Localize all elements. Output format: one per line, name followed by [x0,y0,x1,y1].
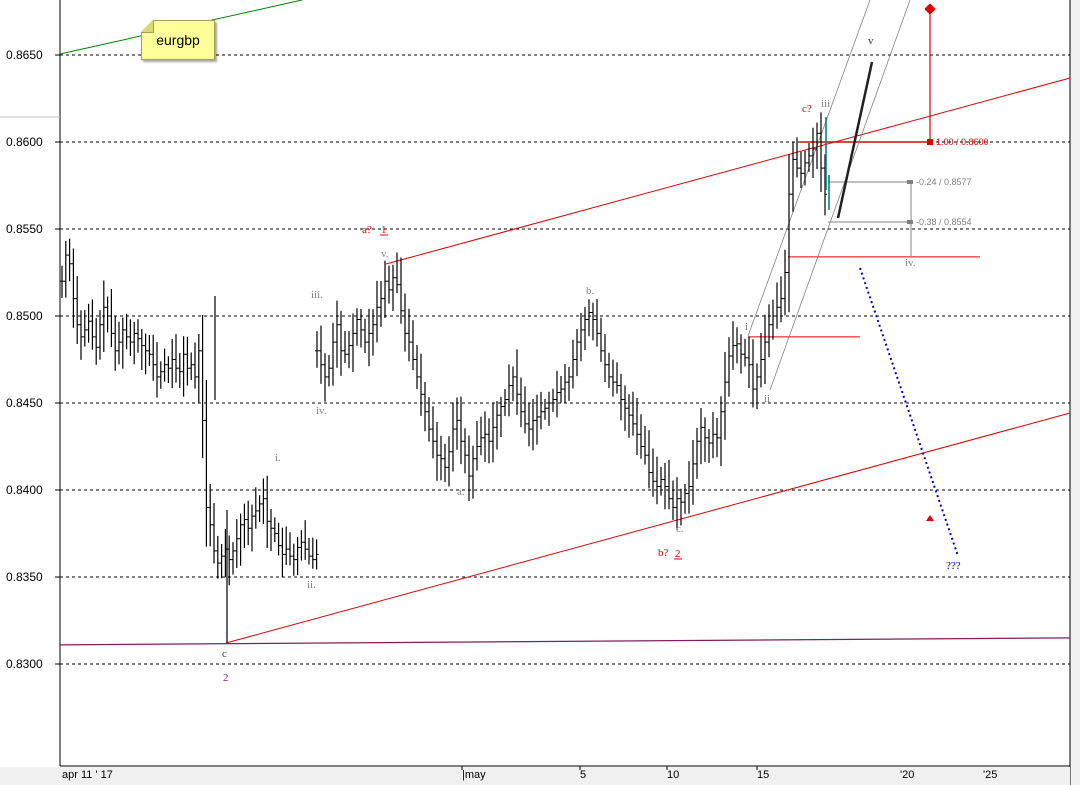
small-triangle-marker [926,515,934,521]
y-tick-label: 0.8600 [6,135,43,149]
wave-label-iv: iv. [316,405,327,417]
channel-upper-line [385,77,1071,265]
wave-label-v-target: v [868,35,874,47]
y-tick-label: 0.8500 [6,309,43,323]
wave-label-c: c. [676,523,684,535]
fib-label-1.00: 1.00 / 0.8600 [936,137,989,147]
fib-label-0.24: -0.24 / 0.8577 [916,177,972,187]
wave-label-i: i. [275,452,281,464]
wave-label-iv-target: iv. [905,257,916,269]
wave-label-2-purple: 2 [223,672,229,684]
wave-label-c-question: c? [802,103,812,115]
target-anchor [927,139,933,145]
wave-label-a-question: a? [362,224,372,236]
wave-label-ii: ii. [307,579,316,591]
grey-channel-lower-line [769,0,911,391]
wave-label-iii-small: iii [821,98,830,110]
wave-label-1-red: 1 [381,224,387,236]
y-tick-label: 0.8300 [6,657,43,671]
y-tick-label: 0.8650 [6,48,43,62]
wave-label-iii: iii. [311,289,323,301]
x-axis-panel [0,767,1070,785]
y-axis-labels: 0.8650 0.8600 0.8550 0.8500 0.8450 0.8400 0.83… [6,48,60,671]
forecast-label: ??? [946,560,961,572]
y-tick-label: 0.8550 [6,222,43,236]
x-tick-label: apr 11 ' 17 [62,769,113,781]
x-tick-label: 15 [757,769,769,781]
fib-label-0.38: -0.38 / 0.8554 [916,217,972,227]
y-tick-label: 0.8450 [6,396,43,410]
symbol-note[interactable]: eurgbp [141,20,215,60]
fib-handle [907,220,913,225]
wave-label-b-question: b? [658,547,669,559]
wave-label-2-red: 2 [675,548,681,560]
wave-label-c-blue: c [222,648,227,660]
fib-handle [907,180,913,185]
wave-v-projection-line [836,61,874,219]
drawing-tools [59,0,1071,646]
forecast-dotted-line [859,267,959,557]
x-axis-labels: apr 11 ' 17 |may 5 10 15 '20 '25 [62,766,997,781]
wave-label-i-small: i [745,321,748,333]
baseline-line [59,637,1071,646]
wave-label-a: a. [457,486,465,498]
wave-label-b: b. [586,285,595,297]
y-tick-label: 0.8350 [6,570,43,584]
y-tick-label: 0.8400 [6,483,43,497]
right-edge-panel [1070,0,1080,785]
ohlc-bars [60,112,830,643]
x-tick-label: |may [462,769,486,781]
wave-label-v: v. [381,248,389,260]
x-tick-label: '20 [900,769,914,781]
x-tick-label: '25 [983,769,997,781]
symbol-note-text: eurgbp [156,32,200,48]
y-axis-panel [0,0,60,766]
channel-lower-line [225,412,1071,644]
wave-label-ii-small: ii [764,393,770,405]
x-tick-label: 5 [580,769,586,781]
x-tick-label: 10 [667,769,679,781]
